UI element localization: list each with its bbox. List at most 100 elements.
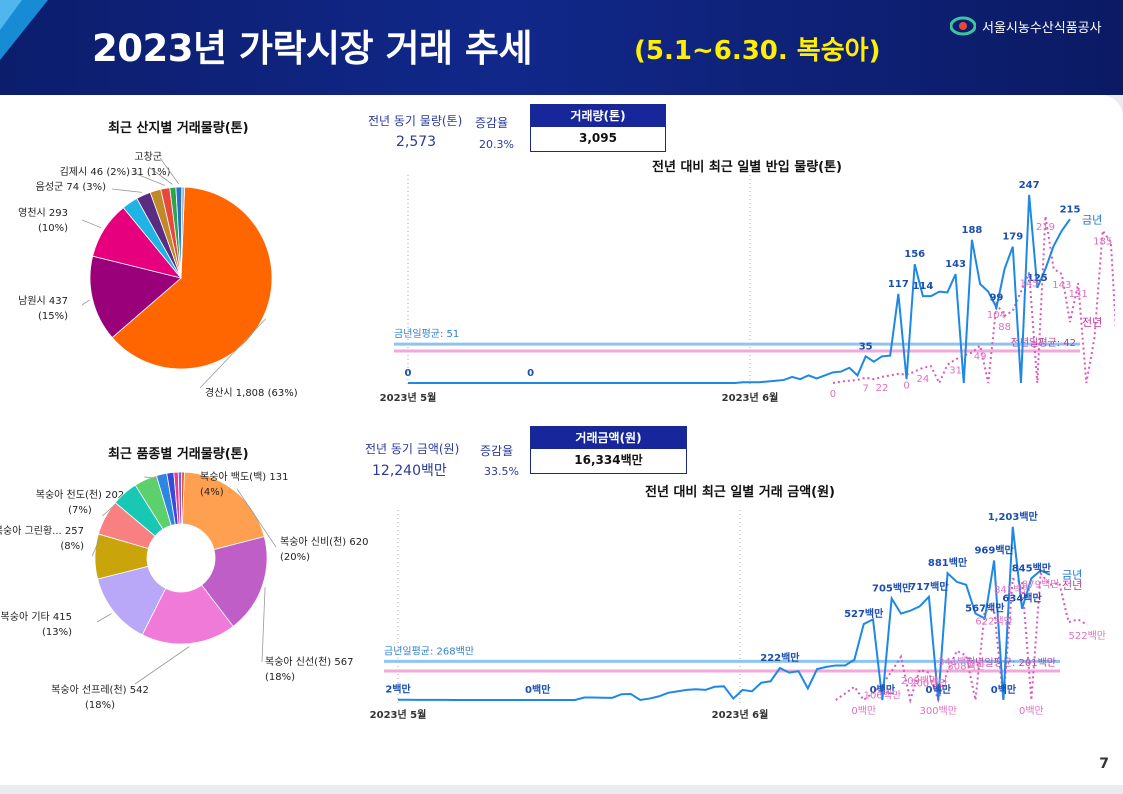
volume-point-label-this-year-1: 0 (527, 368, 534, 379)
pie-variety-label-1-0: 복숭아 신선(천) 567 (265, 656, 353, 668)
pie-origin-label-6: 김제시 46 (2%) (60, 166, 130, 178)
volume-series-last-year (832, 216, 1115, 386)
volume-box: 거래량(톤) 3,095 (530, 104, 666, 152)
amount-point-label-this-year-9: 567백만 (965, 601, 1005, 614)
pie-origin-slice-1 (89, 255, 182, 339)
volume-point-label-this-year-7: 188 (961, 225, 982, 236)
pie-variety-label-2-0: 복숭아 선프레(천) 542 (51, 684, 149, 696)
prev-amount-value: 12,240백만 (372, 460, 447, 480)
amount-point-label-last-year-5: 106백만 (864, 690, 902, 702)
amount-xtick-0: 2023년 5월 (370, 708, 426, 721)
volume-point-label-last-year-8: 88 (998, 322, 1011, 333)
org-logo-icon (950, 16, 976, 36)
amount-point-label-this-year-1: 0백만 (525, 683, 551, 696)
amount-legend-last-year: 전년 (1062, 579, 1082, 592)
pie-variety-leader-1 (261, 587, 266, 663)
amount-box-unit: 백만 (620, 453, 643, 467)
pie-origin-leader-4 (111, 188, 143, 193)
org-logo: 서울시농수산식품공사 (950, 16, 1102, 36)
pie-variety-label-2-1: (18%) (85, 700, 115, 711)
pie-variety-label-0-0: 복숭아 신비(천) 620 (280, 536, 368, 548)
volume-point-label-last-year-4: 24 (917, 374, 930, 385)
amount-point-label-this-year-5: 705백만 (872, 581, 912, 594)
amount-series-last-year (835, 570, 1088, 704)
volume-rate-label: 증감율 (475, 116, 509, 130)
amount-series-this-year (398, 526, 1051, 702)
amount-point-label-last-year-8: 300백만 (919, 705, 957, 717)
amount-xtick-1: 2023년 6월 (712, 708, 769, 721)
volume-point-label-this-year-5: 114 (912, 281, 933, 292)
pie-origin-label-2-1: (10%) (38, 223, 68, 234)
pie-variety-leader-0 (236, 488, 277, 548)
volume-avg-label-1: 전년일평균: 42 (1011, 337, 1076, 349)
volume-point-label-last-year-10: 219 (1036, 222, 1055, 233)
volume-point-label-last-year-3: 0 (903, 381, 909, 392)
pie-variety-leader-4 (91, 537, 101, 557)
pie-variety-leader-3 (96, 613, 112, 623)
pie-variety-label-4-1: (8%) (60, 541, 84, 552)
volume-point-label-last-year-7: 104 (987, 310, 1006, 321)
amount-point-label-last-year-14: 522백만 (1069, 630, 1107, 642)
pie-variety-slice-2 (141, 584, 234, 645)
pie-variety-title: 최근 품종별 거래물량(톤) (108, 447, 249, 462)
amount-point-label-last-year-9: 341백만 (938, 656, 976, 668)
volume-point-label-last-year-13: 185 (1093, 237, 1112, 248)
amount-legend-this-year: 금년 (1062, 569, 1082, 582)
pie-variety-label-4-0: 복숭아 그린황... 257 (0, 525, 84, 537)
amount-point-label-last-year-13: 879백만 (1022, 578, 1060, 590)
amount-point-label-this-year-0: 2백만 (385, 683, 411, 696)
amount-box: 거래금액(원) 16,334백만 (530, 426, 687, 474)
pie-origin-slice-9 (180, 186, 186, 279)
amount-point-label-this-year-2: 222백만 (760, 651, 800, 664)
volume-point-label-this-year-2: 35 (859, 341, 873, 352)
pie-variety-slice-12 (180, 471, 185, 525)
volume-point-label-this-year-8: 99 (989, 293, 1003, 304)
amount-avg-label-0: 금년일평균: 268백만 (384, 645, 474, 657)
pie-origin-leader-0 (199, 318, 267, 389)
page-title: 2023년 가락시장 거래 추세 (92, 27, 532, 70)
pie-origin-label-7: 31 (1%) (131, 167, 171, 178)
amount-rate-label: 증감율 (480, 444, 514, 458)
pie-origin-label-2-0: 영천시 293 (18, 207, 68, 219)
volume-point-label-last-year-6: 49 (974, 352, 987, 363)
volume-point-label-this-year-0: 0 (405, 368, 412, 379)
volume-box-label: 거래량(톤) (531, 105, 665, 127)
volume-point-label-last-year-1: 7 (862, 384, 868, 395)
amount-point-label-last-year-11: 622백만 (975, 615, 1013, 627)
volume-point-label-last-year-12: 131 (1069, 289, 1088, 300)
org-name: 서울시농수산식품공사 (982, 20, 1102, 36)
pie-origin-leader-8 (159, 157, 180, 185)
pie-variety-label-0-1: (20%) (280, 552, 310, 563)
amount-point-label-this-year-8: 881백만 (928, 556, 968, 569)
amount-point-label-this-year-4: 527백만 (844, 607, 884, 620)
amount-point-label-last-year-12: 841백만 (994, 584, 1032, 596)
amount-point-label-last-year-6: 209백만 (901, 675, 939, 687)
prev-volume-value: 2,573 (396, 134, 437, 150)
amount-point-label-this-year-12: 1,203백만 (988, 510, 1039, 523)
amount-chart-title: 전년 대비 최근 일별 거래 금액(원) (645, 485, 835, 500)
pie-variety-leader-2 (134, 646, 190, 685)
pie-variety-leader-5 (102, 501, 119, 517)
amount-point-label-this-year-7: 0백만 (926, 683, 952, 696)
pie-variety-label-5-0: 복숭아 천도(천) 202 (36, 489, 124, 501)
header-decoration (0, 0, 48, 60)
pie-variety-slice-0 (181, 471, 265, 551)
volume-avg-label-0: 금년일평균: 51 (394, 328, 459, 340)
pie-origin-leader-6 (133, 172, 165, 186)
amount-box-label: 거래금액(원) (531, 427, 686, 449)
volume-point-label-last-year-9: 145 (1020, 279, 1039, 290)
pie-origin-leader-7 (149, 167, 173, 185)
volume-rate-value: 20.3% (479, 138, 514, 151)
page-subtitle: (5.1~6.30. 복숭아) (634, 36, 881, 66)
volume-point-label-last-year-0: 0 (830, 389, 836, 400)
amount-point-label-last-year-10: 308백만 (947, 661, 985, 673)
pie-origin-title: 최근 산지별 거래물량(톤) (108, 121, 249, 136)
amount-point-label-last-year-7: 200백만 (910, 678, 948, 690)
volume-point-label-this-year-12: 215 (1060, 204, 1081, 215)
pie-variety-label-5-1: (7%) (68, 505, 92, 516)
pie-origin-label-4: 음성군 74 (3%) (36, 181, 106, 193)
pie-variety-slice-1 (201, 536, 268, 627)
volume-box-value: 3,095 (579, 131, 617, 145)
amount-point-label-last-year-15: 0백만 (1019, 705, 1044, 717)
volume-legend-last-year: 전년 (1082, 316, 1102, 329)
